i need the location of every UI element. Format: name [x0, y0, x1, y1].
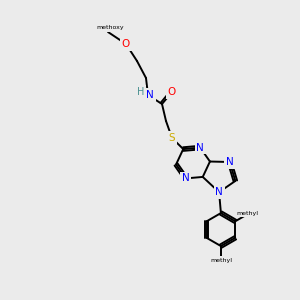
- Text: methyl: methyl: [236, 211, 258, 216]
- Text: methoxy: methoxy: [96, 26, 124, 31]
- Text: methyl: methyl: [210, 258, 232, 262]
- Text: O: O: [168, 87, 176, 97]
- Text: N: N: [182, 173, 190, 183]
- Text: S: S: [169, 133, 175, 143]
- Text: O: O: [122, 39, 130, 49]
- Text: N: N: [146, 90, 154, 100]
- Text: N: N: [215, 187, 223, 197]
- Text: H: H: [137, 87, 145, 97]
- Text: N: N: [226, 157, 234, 167]
- Text: N: N: [196, 142, 204, 153]
